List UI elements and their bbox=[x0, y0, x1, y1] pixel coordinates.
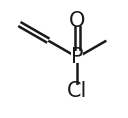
FancyBboxPatch shape bbox=[70, 85, 85, 96]
Text: Cl: Cl bbox=[67, 81, 88, 101]
FancyBboxPatch shape bbox=[71, 51, 83, 63]
Text: P: P bbox=[71, 47, 84, 67]
FancyBboxPatch shape bbox=[73, 15, 82, 26]
Text: O: O bbox=[69, 11, 86, 31]
